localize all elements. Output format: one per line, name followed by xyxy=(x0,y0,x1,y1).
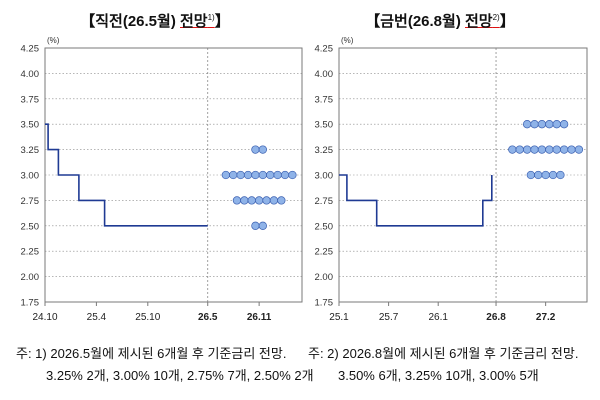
right-chart-forecast-dot xyxy=(567,145,576,154)
right-title-end: 】 xyxy=(499,13,515,30)
left-chart-ytick-label: 3.25 xyxy=(21,145,40,156)
right-note-line2: 3.50% 6개, 3.25% 10개, 3.00% 5개 xyxy=(338,368,539,383)
left-chart-forecast-dot xyxy=(236,170,245,180)
right-chart-forecast-dot xyxy=(534,170,543,180)
left-chart-forecast-dot xyxy=(280,170,290,180)
right-chart-xtick-label: 26.8 xyxy=(486,312,506,323)
left-chart-forecast-dot xyxy=(221,170,230,180)
right-chart-xtick-label: 27.2 xyxy=(536,312,556,323)
left-chart-forecast-dot xyxy=(243,170,253,180)
right-chart-forecast-dot xyxy=(559,120,569,129)
left-chart-ytick-label: 3.00 xyxy=(21,171,40,182)
right-chart-forecast-dot xyxy=(537,120,547,129)
right-chart-forecast-dot xyxy=(541,170,550,180)
left-chart-ytick-label: 4.00 xyxy=(21,69,40,80)
right-chart-ytick-label: 1.75 xyxy=(315,298,334,309)
left-chart-forecast-dot xyxy=(258,145,267,154)
left-chart-xtick-label: 26.5 xyxy=(198,312,218,323)
left-note-line1: 주: 1) 2026.5월에 제시된 6개월 후 기준금리 전망. xyxy=(16,346,287,361)
right-note: 주: 2) 2026.8월에 제시된 6개월 후 기준금리 전망. 3.50% … xyxy=(308,343,578,387)
left-chart-rate-path xyxy=(45,123,208,227)
right-chart-forecast-dot xyxy=(515,145,524,154)
right-chart-xtick-label: 25.7 xyxy=(379,312,399,323)
left-chart-xtick-label: 26.11 xyxy=(247,312,272,323)
right-chart-ytick-label: 4.00 xyxy=(315,69,334,80)
left-chart-title: 【직전(26.5월) 전망1)】 xyxy=(55,10,255,31)
right-chart-forecast-dot xyxy=(522,145,532,154)
right-chart-ytick-label: 2.00 xyxy=(315,272,334,283)
right-chart-forecast-dot xyxy=(537,145,547,154)
right-chart-forecast-dot xyxy=(530,145,539,154)
left-chart-ytick-label: 1.75 xyxy=(21,298,40,309)
left-title-main: 【직전(26.5월) xyxy=(80,13,180,30)
right-chart-forecast-dot xyxy=(574,145,584,154)
left-chart-ytick-label: 3.75 xyxy=(21,94,40,105)
right-chart-ytick-label: 4.25 xyxy=(315,44,334,55)
right-chart-forecast-dot xyxy=(530,120,539,129)
right-title-tail: 전망2) xyxy=(465,13,500,30)
left-chart-ytick-label: 4.25 xyxy=(21,44,40,55)
left-chart-forecast-dot xyxy=(240,196,249,205)
left-chart-ytick-label: 2.50 xyxy=(21,221,40,232)
left-title-tail: 전망1) xyxy=(180,13,215,30)
right-chart-forecast-dot xyxy=(545,145,554,154)
right-chart-xtick-label: 26.1 xyxy=(428,312,448,323)
right-chart-forecast-dot xyxy=(552,120,561,129)
left-chart-frame xyxy=(44,47,303,303)
left-chart-forecast-dot xyxy=(258,221,267,230)
left-chart-forecast-dot xyxy=(251,170,260,180)
right-chart-forecast-dot xyxy=(526,170,535,180)
right-chart-forecast-dot xyxy=(552,145,561,154)
left-chart-ytick-label: 2.25 xyxy=(21,247,40,258)
left-chart-forecast-dot xyxy=(229,170,238,180)
left-note-line2: 3.25% 2개, 3.00% 10개, 2.75% 7개, 2.50% 2개 xyxy=(46,368,314,383)
right-chart-title: 【금번(26.8월) 전망2)】 xyxy=(340,10,540,31)
left-title-end: 】 xyxy=(214,13,230,30)
left-chart-forecast-dot xyxy=(247,196,256,205)
right-chart-xtick-label: 25.1 xyxy=(329,312,349,323)
right-chart-ytick-label: 3.50 xyxy=(315,120,334,131)
right-chart-ylabel: (%) xyxy=(341,36,354,45)
right-chart-forecast-dot xyxy=(508,145,517,154)
left-chart-forecast-dot xyxy=(251,145,260,154)
right-chart-forecast-dot xyxy=(545,120,554,129)
left-chart-ytick-label: 3.50 xyxy=(21,120,40,131)
right-chart-forecast-dot xyxy=(556,170,565,180)
left-chart-ylabel: (%) xyxy=(47,36,60,45)
right-chart-ytick-label: 3.00 xyxy=(315,171,334,182)
right-chart-ytick-label: 2.25 xyxy=(315,247,334,258)
left-chart-xtick-label: 25.4 xyxy=(87,312,107,323)
left-chart-forecast-dot xyxy=(269,196,279,205)
right-title-main: 【금번(26.8월) xyxy=(365,13,465,30)
left-chart-xtick-label: 25.10 xyxy=(135,312,160,323)
right-chart-ytick-label: 2.50 xyxy=(315,221,334,232)
left-note: 주: 1) 2026.5월에 제시된 6개월 후 기준금리 전망. 3.25% … xyxy=(16,343,314,387)
left-chart-ytick-label: 2.00 xyxy=(21,272,40,283)
right-note-line1: 주: 2) 2026.8월에 제시된 6개월 후 기준금리 전망. xyxy=(308,346,579,361)
right-chart-ytick-label: 3.25 xyxy=(315,145,334,156)
right-chart-ytick-label: 3.75 xyxy=(315,94,334,105)
right-chart-forecast-dot xyxy=(559,145,569,154)
right-chart-ytick-label: 2.75 xyxy=(315,196,334,207)
left-chart-xtick-label: 24.10 xyxy=(32,312,57,323)
right-chart-forecast-dot xyxy=(548,170,558,180)
left-chart-forecast-dot xyxy=(266,170,275,180)
left-chart-forecast-dot xyxy=(273,170,282,180)
left-chart-forecast-dot xyxy=(254,196,264,205)
left-chart-forecast-dot xyxy=(277,196,286,205)
left-chart-forecast-dot xyxy=(258,170,267,180)
right-chart-forecast-dot xyxy=(522,120,532,129)
left-chart-forecast-dot xyxy=(251,221,260,230)
left-chart-forecast-dot xyxy=(262,196,271,205)
left-chart-forecast-dot xyxy=(288,170,297,180)
left-chart-forecast-dot xyxy=(232,196,242,205)
right-chart-rate-path xyxy=(339,174,493,227)
left-chart-ytick-label: 2.75 xyxy=(21,196,40,207)
